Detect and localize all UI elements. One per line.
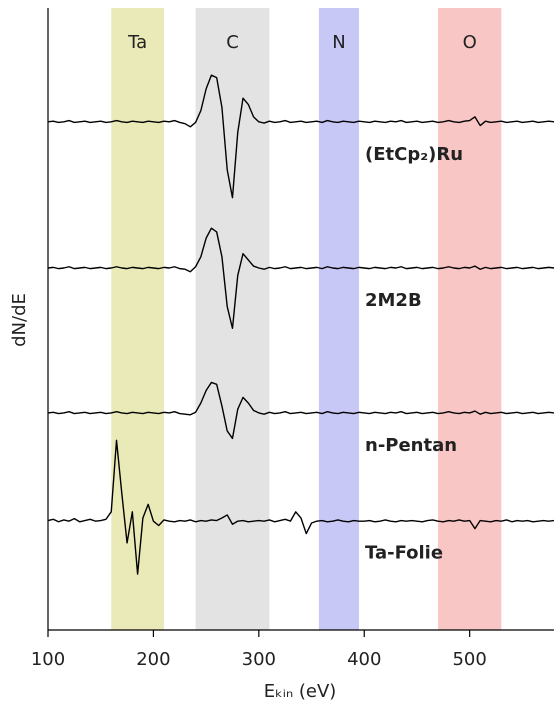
series-label: Ta-Folie	[365, 543, 443, 564]
region-label: N	[332, 32, 345, 53]
region-band	[438, 8, 502, 630]
series-label: 2M2B	[365, 290, 422, 311]
region-label: O	[463, 32, 477, 53]
spectrum-line	[47, 227, 554, 330]
region-band	[111, 8, 164, 630]
region-band	[318, 8, 359, 630]
spectrum-line	[47, 439, 554, 575]
region-label: C	[226, 32, 239, 53]
x-tick-label: 500	[452, 649, 486, 670]
bands: Ta C N O	[111, 8, 502, 630]
series-label: (EtCp₂)Ru	[365, 144, 463, 165]
lines: (EtCp₂)Ru 2M2B n-Pentan Ta-Folie	[47, 74, 554, 575]
axes: 100 200 300 400 500	[31, 8, 554, 670]
region-label: Ta	[127, 32, 147, 53]
x-tick-label: 100	[31, 649, 65, 670]
x-tick-label: 400	[347, 649, 381, 670]
spectrum-line	[47, 381, 554, 440]
region-band	[195, 8, 270, 630]
x-tick-label: 300	[242, 649, 276, 670]
x-axis-label: Eₖᵢₙ (eV)	[264, 681, 337, 702]
y-axis-label: dN/dE	[9, 293, 30, 347]
x-tick-label: 200	[136, 649, 170, 670]
series-label: n-Pentan	[365, 435, 457, 456]
spectrum-line	[47, 74, 554, 199]
